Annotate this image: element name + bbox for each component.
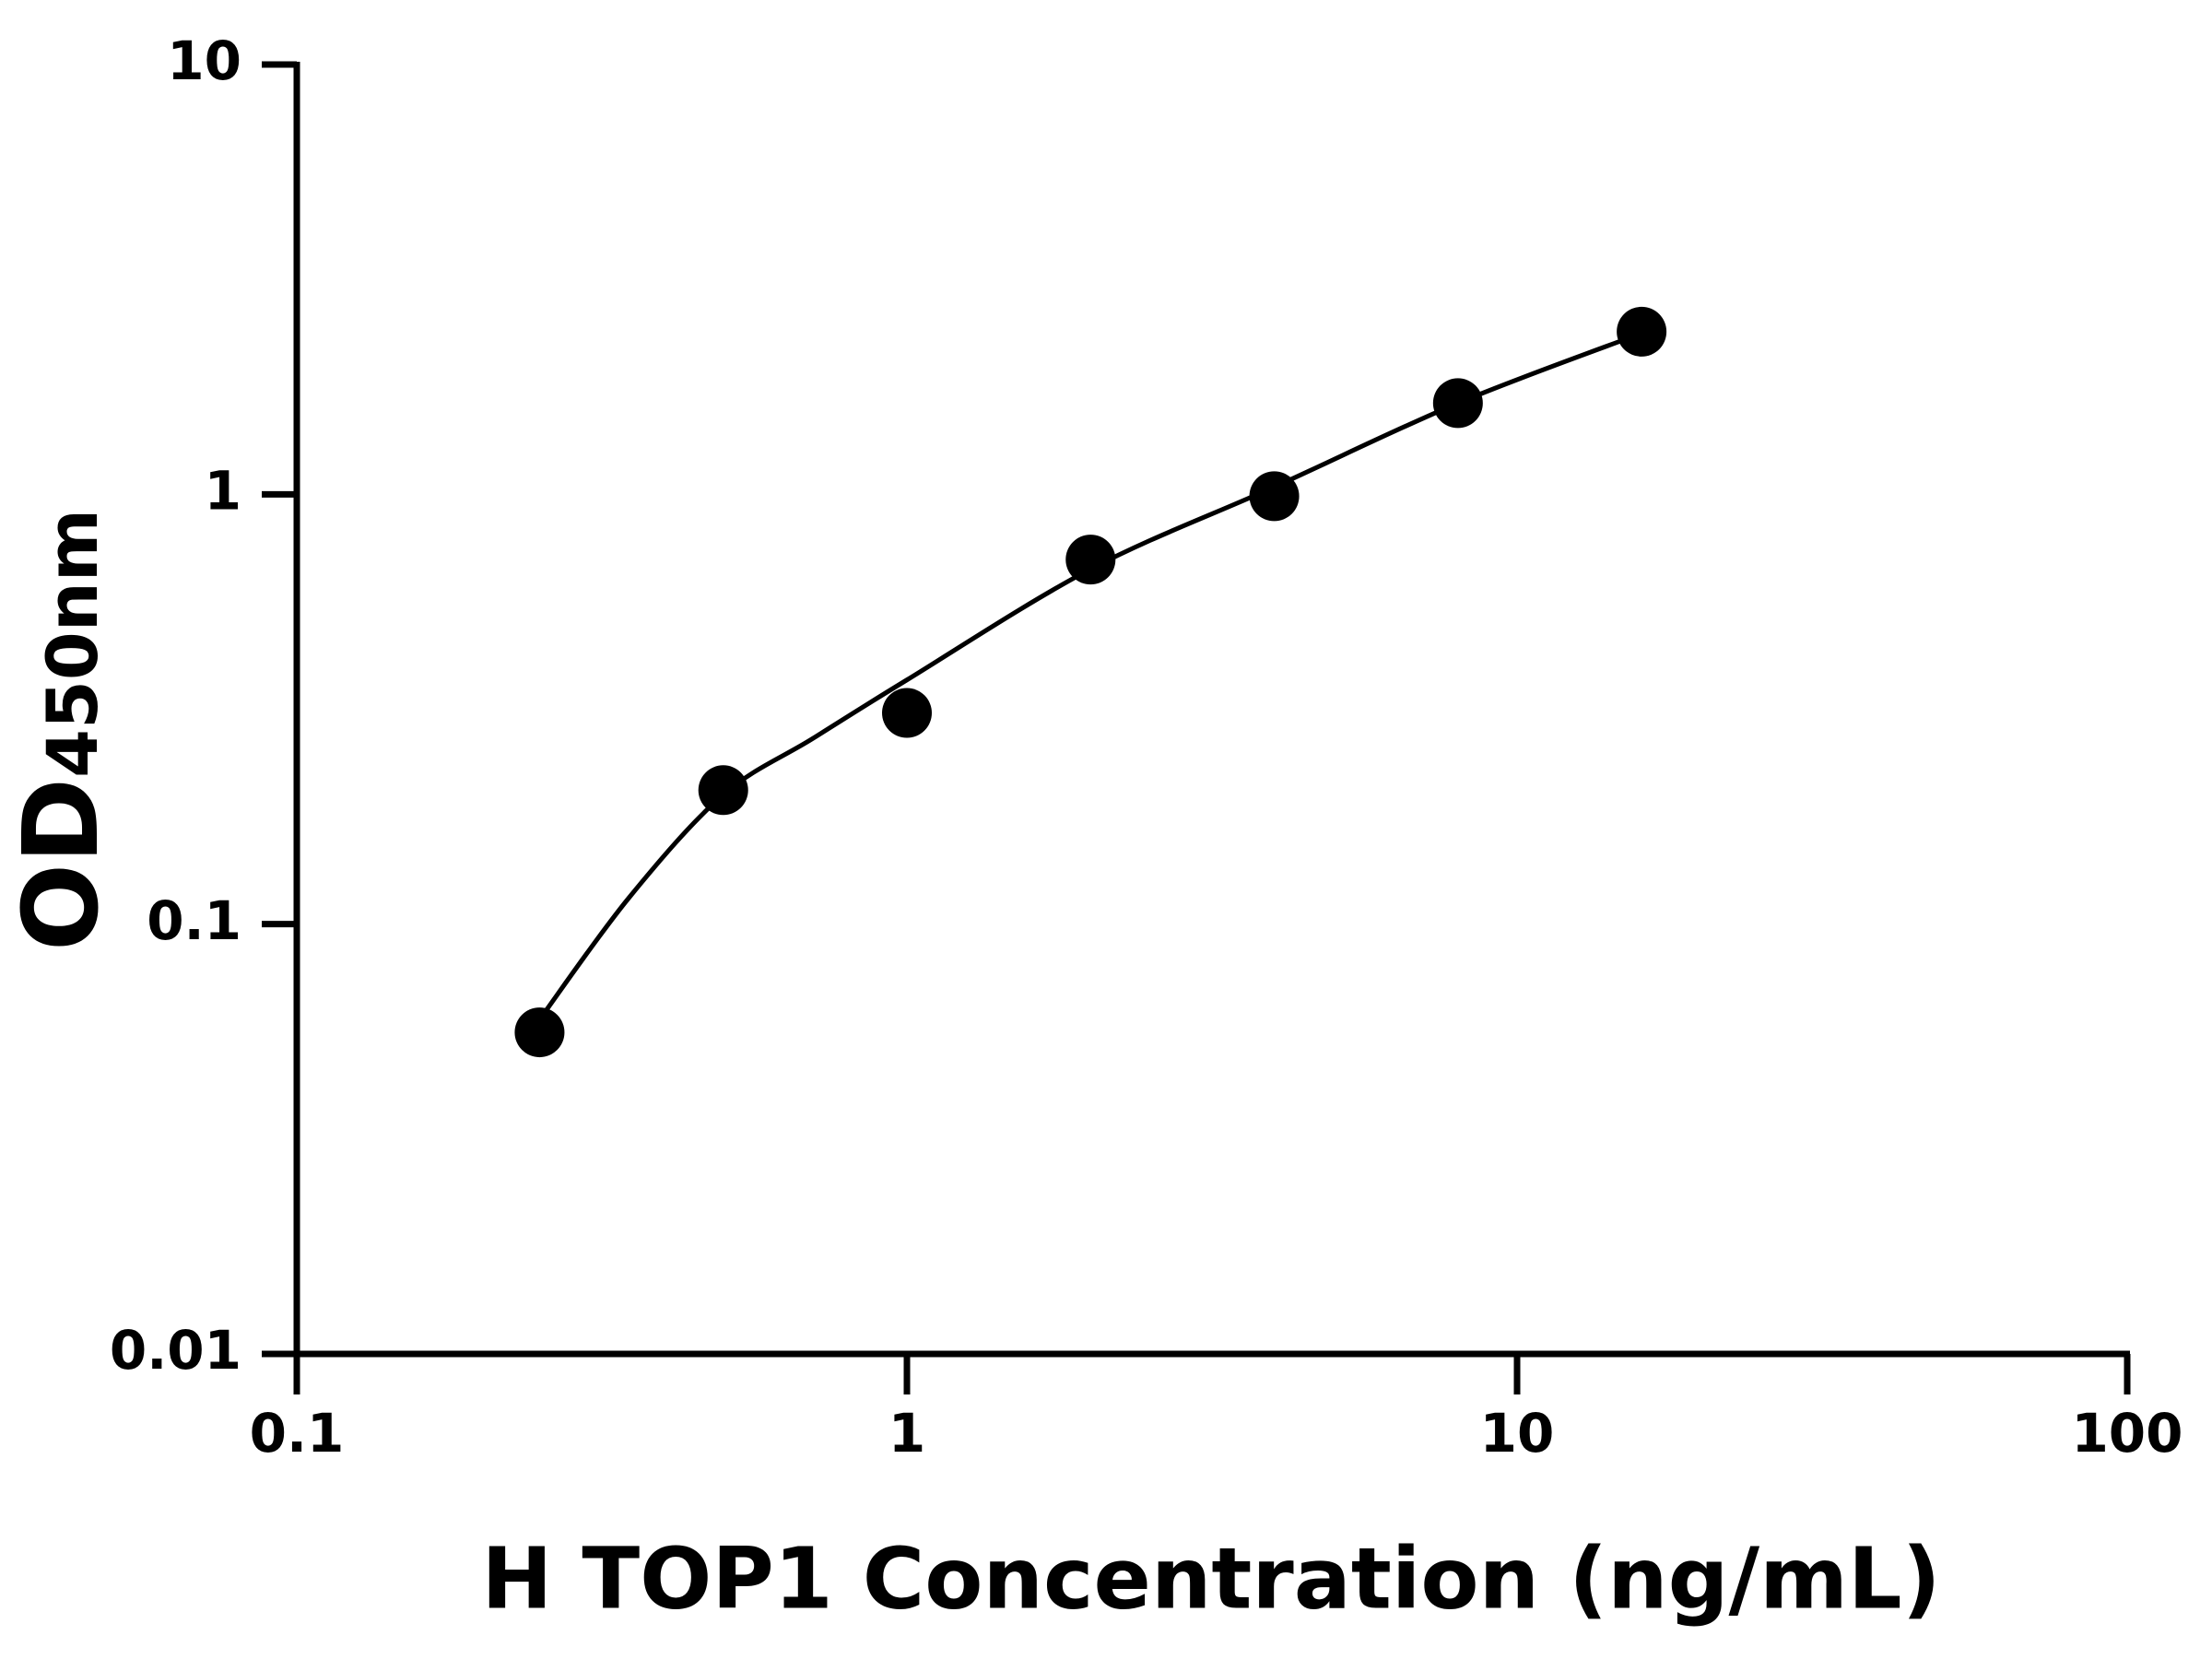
data-point [514, 1007, 565, 1058]
data-point [1617, 306, 1667, 357]
data-point [1432, 378, 1483, 429]
x-tick-label: 0.1 [250, 1402, 345, 1465]
y-tick-label: 0.1 [147, 889, 241, 952]
y-tick-label: 1 [205, 459, 241, 522]
data-point [1249, 471, 1300, 522]
y-tick-label: 0.01 [110, 1319, 241, 1382]
x-tick-label: 100 [2071, 1402, 2183, 1465]
data-point [698, 765, 748, 816]
x-axis-title: H TOP1 Concentration (ng/mL) [481, 1529, 1940, 1628]
fit-curve [537, 331, 1643, 1021]
y-tick-label: 10 [167, 29, 241, 92]
y-axis-title-sub: 450nm [31, 509, 113, 778]
data-point [1065, 535, 1116, 585]
data-point [882, 688, 932, 738]
y-axis-title-main: OD [2, 778, 122, 951]
x-tick-label: 1 [888, 1402, 925, 1465]
x-tick-label: 10 [1480, 1402, 1555, 1465]
y-axis-title: OD450nm [2, 509, 122, 951]
